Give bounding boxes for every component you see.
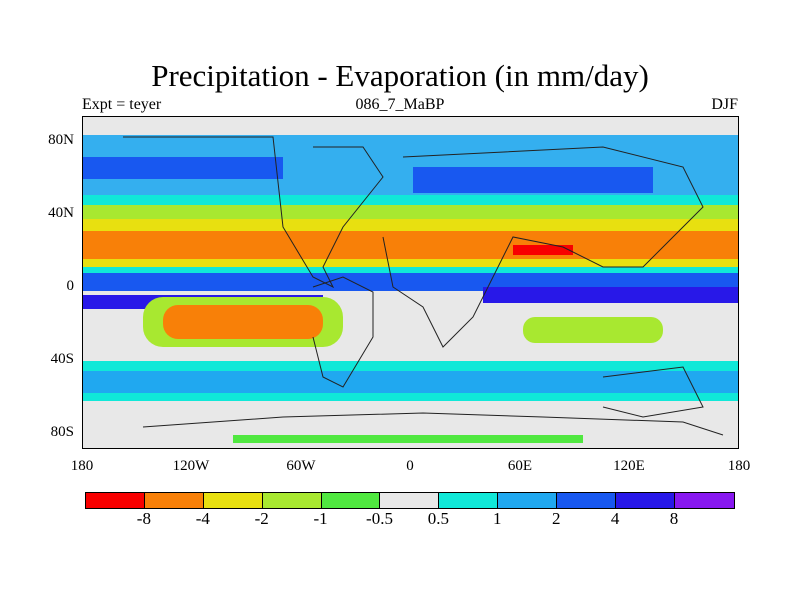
- x-tick-label: 180: [727, 458, 751, 474]
- band-south-subtrop-orange: [163, 305, 323, 339]
- colorbar-swatch: [674, 493, 734, 508]
- colorbar-label: -1: [313, 509, 328, 528]
- band-south-neutral: [83, 407, 738, 431]
- x-tick-label: 120E: [613, 458, 645, 474]
- y-tick-label: 80N: [48, 132, 74, 148]
- band-itcz-blue: [83, 273, 738, 291]
- x-tick-label: 60W: [286, 458, 316, 474]
- band-north-high-core-2: [413, 167, 653, 193]
- colorbar-label: 1: [493, 509, 502, 528]
- colorbar-label: 0.5: [427, 509, 450, 528]
- precip-evap-map: [83, 117, 738, 448]
- season-label: DJF: [711, 96, 738, 113]
- x-tick-label: 120W: [172, 458, 210, 474]
- band-north-subtrop-yellow-2: [83, 259, 738, 267]
- colorbar-label: -4: [195, 509, 210, 528]
- colorbar-swatch: [498, 493, 558, 508]
- band-south-subtrop-green-2: [523, 317, 663, 343]
- y-tick-label: 80S: [50, 424, 74, 440]
- x-tick-label: 0: [406, 458, 414, 474]
- band-north-high-core: [83, 157, 283, 179]
- y-tick-label: 0: [66, 278, 75, 294]
- colorbar-swatch: [262, 493, 322, 508]
- coastline-north-america: [123, 136, 384, 289]
- colorbar-label: 2: [551, 509, 561, 528]
- colorbar-label: -8: [136, 509, 151, 528]
- colorbar-label: 8: [669, 509, 679, 528]
- band-itcz-cyan: [83, 267, 738, 273]
- map-panel: [82, 116, 739, 449]
- coastline-australia: [602, 366, 704, 418]
- colorbar-label: -2: [254, 509, 269, 528]
- band-north-subtrop-orange: [83, 231, 738, 259]
- colorbar-swatch: [321, 493, 381, 508]
- colorbar-label: -0.5: [366, 509, 393, 528]
- band-south-green: [233, 435, 583, 443]
- y-tick-label: 40S: [50, 351, 74, 367]
- colorbar-swatch: [144, 493, 204, 508]
- band-south-blue: [83, 371, 738, 393]
- band-north-subtrop-yellow: [83, 219, 738, 231]
- coastline-africa-eurasia: [382, 146, 704, 348]
- band-north-cyan: [83, 195, 738, 205]
- colorbar-label: 4: [610, 509, 620, 528]
- colorbar-swatch: [616, 493, 675, 508]
- dry-core-1: [513, 245, 573, 255]
- colorbar-swatch: [380, 493, 440, 508]
- colorbar-swatch: [203, 493, 263, 508]
- y-tick-label: 40N: [48, 205, 74, 221]
- plot-title: Precipitation - Evaporation (in mm/day): [151, 58, 649, 93]
- x-tick-label: 60E: [507, 458, 533, 474]
- coastline-antarctica: [142, 412, 724, 436]
- period-label: 086_7_MaBP: [355, 96, 445, 113]
- colorbar: [85, 492, 735, 509]
- colorbar-swatch: [439, 493, 499, 508]
- band-itcz-core-2: [483, 287, 738, 303]
- x-tick-label: 180: [70, 458, 94, 474]
- colorbar-swatch: [86, 493, 145, 508]
- experiment-label: Expt = teyer: [82, 96, 162, 113]
- colorbar-swatch: [557, 493, 617, 508]
- coastline-south-america: [312, 276, 374, 388]
- band-north-subtrop-green: [83, 205, 738, 219]
